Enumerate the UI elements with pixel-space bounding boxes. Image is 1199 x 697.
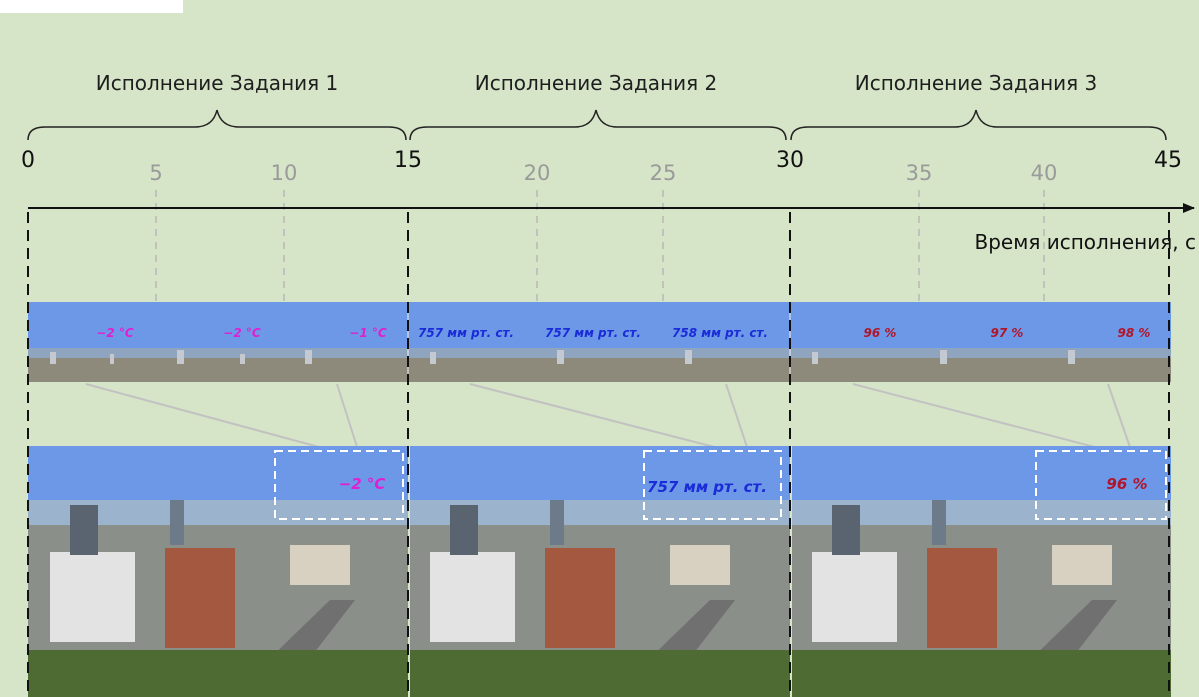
task-3-brace	[790, 109, 1167, 141]
strip-reading: −1 °C	[349, 326, 387, 340]
highlight-box-2	[643, 450, 782, 520]
corner-tab	[0, 0, 183, 13]
minor-gridlines	[155, 190, 1045, 302]
tick-label-30: 30	[776, 148, 804, 173]
big-reading-3: 96 %	[1106, 475, 1147, 493]
strip-reading: 96 %	[864, 326, 897, 340]
strip-reading: 757 мм рт. ст.	[545, 326, 641, 340]
big-reading-1: −2 °C	[339, 475, 386, 493]
strip-reading: 97 %	[991, 326, 1024, 340]
tick-label-0: 0	[21, 148, 35, 173]
photo-frame-3	[792, 446, 1171, 697]
task-2-label: Исполнение Задания 2	[475, 71, 718, 95]
strip-reading: −2 °C	[223, 326, 261, 340]
strip-reading: 757 мм рт. ст.	[418, 326, 514, 340]
strip-reading: −2 °C	[96, 326, 134, 340]
connector-lines	[85, 383, 1132, 451]
strip-reading: 758 мм рт. ст.	[672, 326, 768, 340]
tick-label-20: 20	[524, 161, 551, 185]
tick-label-15: 15	[394, 148, 422, 173]
dashed-dividers	[27, 212, 1170, 697]
photo-strip	[28, 302, 1171, 382]
tick-label-5: 5	[149, 161, 162, 185]
axis-title: Время исполнения, с	[975, 230, 1196, 254]
photo-frame-2	[410, 446, 790, 697]
highlight-boxes	[274, 450, 1167, 520]
highlight-box-3	[1035, 450, 1167, 520]
tick-label-40: 40	[1031, 161, 1058, 185]
big-reading-2: 757 мм рт. ст.	[647, 478, 767, 496]
tick-label-25: 25	[650, 161, 677, 185]
task-2-brace	[409, 109, 787, 141]
task-3-label: Исполнение Задания 3	[855, 71, 1098, 95]
tick-label-45: 45	[1154, 148, 1182, 173]
photo-frame-1	[28, 446, 408, 697]
tick-label-35: 35	[906, 161, 933, 185]
strip-buildings	[50, 350, 1075, 364]
highlight-box-1	[274, 450, 404, 520]
task-1-brace	[27, 109, 407, 141]
strip-city	[28, 358, 1171, 382]
task-1-label: Исполнение Задания 1	[96, 71, 339, 95]
tick-label-10: 10	[271, 161, 298, 185]
strip-reading: 98 %	[1118, 326, 1151, 340]
